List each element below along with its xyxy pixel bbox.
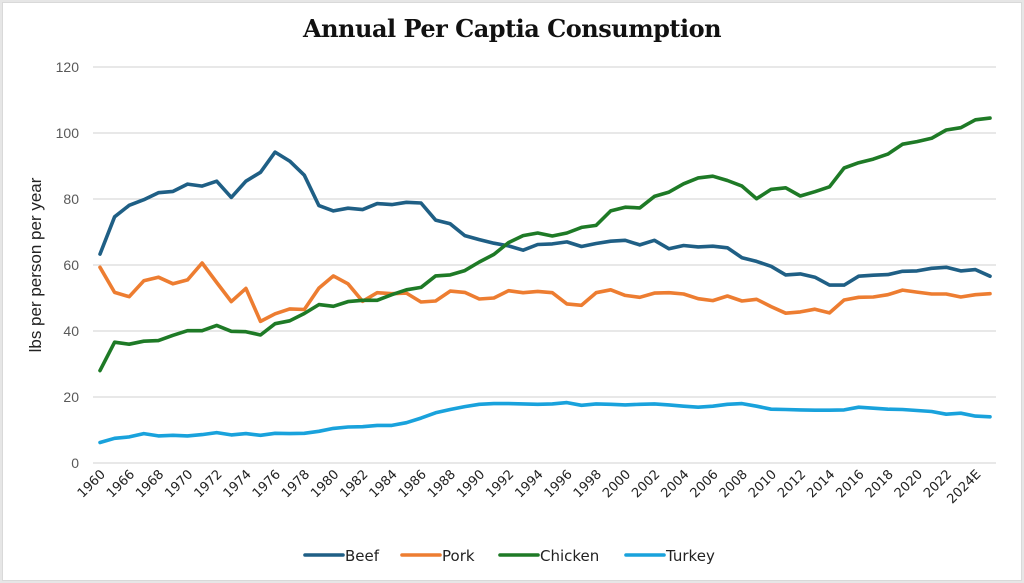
x-tick-label: 1970	[162, 467, 196, 501]
legend-item-beef: Beef	[303, 547, 380, 565]
series-line-pork	[98, 261, 992, 324]
x-tick-label: 2006	[688, 467, 722, 501]
series-lines	[98, 116, 992, 445]
x-tick-label: 1986	[396, 467, 430, 501]
legend-label: Chicken	[540, 547, 599, 565]
x-tick-label: 2002	[629, 467, 663, 501]
legend-item-turkey: Turkey	[624, 547, 715, 565]
x-tick-label: 1976	[250, 467, 284, 501]
legend-label: Beef	[345, 547, 380, 565]
x-tick-label: 2000	[600, 467, 634, 501]
x-tick-label: 1988	[425, 467, 459, 501]
x-tick-label: 2018	[863, 467, 897, 501]
series-line-beef	[98, 150, 992, 287]
x-tick-label: 1984	[367, 467, 401, 501]
y-tick-label: 60	[63, 257, 79, 273]
y-axis-ticks: 0 20 40 60 80 100 120	[56, 59, 80, 471]
x-tick-label: 1996	[542, 467, 576, 501]
x-tick-label: 1960	[75, 467, 109, 501]
y-tick-label: 120	[56, 59, 80, 75]
series-line-turkey	[98, 400, 992, 445]
legend: Beef Pork Chicken Turkey	[303, 547, 715, 565]
series-line-chicken	[98, 116, 992, 373]
y-tick-label: 100	[56, 125, 80, 141]
x-tick-label: 1972	[192, 467, 226, 501]
x-tick-label: 2016	[834, 467, 868, 501]
legend-label: Pork	[442, 547, 475, 565]
y-tick-label: 80	[63, 191, 79, 207]
x-tick-label: 2004	[658, 467, 692, 501]
y-axis-label: lbs per person per year	[26, 177, 45, 352]
x-tick-label: 2020	[892, 467, 926, 501]
y-tick-label: 40	[63, 323, 79, 339]
x-tick-label: 2010	[746, 467, 780, 501]
gridlines	[93, 66, 996, 464]
legend-item-pork: Pork	[400, 547, 475, 565]
x-tick-label: 1992	[483, 467, 517, 501]
x-tick-label: 1968	[133, 467, 167, 501]
x-tick-label: 2012	[775, 467, 809, 501]
x-tick-label: 1974	[221, 467, 255, 501]
x-tick-label: 1978	[279, 467, 313, 501]
chart-title: Annual Per Captia Consumption	[302, 14, 722, 43]
x-tick-label: 1982	[337, 467, 371, 501]
x-tick-label: 1990	[454, 467, 488, 501]
x-axis-ticks: 1960196619681970197219741976197819801982…	[75, 467, 984, 507]
y-tick-label: 0	[71, 455, 79, 471]
x-tick-label: 1994	[513, 467, 547, 501]
x-tick-label: 1980	[308, 467, 342, 501]
x-tick-label: 2008	[717, 467, 751, 501]
legend-item-chicken: Chicken	[498, 547, 599, 565]
x-tick-label: 1998	[571, 467, 605, 501]
x-tick-label: 1966	[104, 467, 138, 501]
y-tick-label: 20	[63, 389, 79, 405]
x-tick-label: 2014	[804, 467, 838, 501]
legend-label: Turkey	[665, 547, 715, 565]
